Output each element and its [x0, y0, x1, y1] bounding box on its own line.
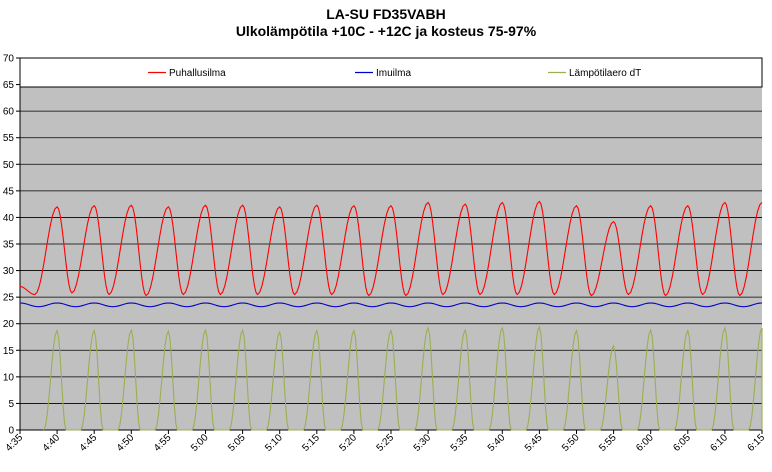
x-tick-label: 5:55 [597, 432, 619, 454]
x-tick-label: 5:10 [263, 432, 285, 454]
y-tick-label: 65 [3, 80, 15, 91]
y-tick-label: 5 [8, 399, 14, 410]
series-lines [19, 200, 763, 431]
x-tick-label: 6:10 [708, 432, 730, 454]
x-tick-label: 5:20 [337, 432, 359, 454]
x-tick-label: 4:45 [78, 432, 100, 454]
gridlines [20, 57, 762, 404]
legend-label: Puhallusilma [169, 68, 226, 79]
legend-label: Lämpötilaero dT [569, 68, 641, 79]
y-tick-label: 60 [3, 107, 15, 118]
x-tick-label: 5:30 [412, 432, 434, 454]
x-tick-label: 5:00 [189, 432, 211, 454]
x-tick-labels: 4:35 4:40 4:45 4:50 4:55 5:00 5:05 5:10 5:15 5:20… [4, 430, 768, 454]
y-tick-label: 55 [3, 133, 15, 144]
y-tick-label: 10 [3, 372, 15, 383]
series-line-imuilma [19, 302, 763, 308]
y-tick-label: 25 [3, 293, 15, 304]
x-tick-label: 6:15 [746, 432, 768, 454]
y-tick-label: 30 [3, 266, 15, 277]
series-line-lampotilaero-dt [43, 325, 763, 431]
x-tick-label: 4:55 [152, 432, 174, 454]
y-tick-label: 40 [3, 213, 15, 224]
x-tick-label: 5:25 [375, 432, 397, 454]
x-tick-label: 5:45 [523, 432, 545, 454]
y-tick-label: 15 [3, 346, 15, 357]
y-tick-label: 35 [3, 240, 15, 251]
series-line-puhallusilma [19, 200, 763, 297]
y-tick-label: 0 [8, 426, 14, 437]
y-tick-label: 70 [3, 54, 15, 65]
chart-title: LA-SU FD35VABH [326, 6, 446, 22]
y-tick-labels: 0 5 10 15 20 25 30 35 40 45 50 55 60 65 70 [3, 54, 20, 437]
x-tick-label: 5:40 [486, 432, 508, 454]
x-tick-label: 5:50 [560, 432, 582, 454]
x-tick-label: 6:05 [671, 432, 693, 454]
x-tick-label: 4:50 [115, 432, 137, 454]
y-tick-label: 20 [3, 319, 15, 330]
x-tick-label: 5:05 [226, 432, 248, 454]
legend: Puhallusilma Imuilma Lämpötilaero dT [19, 57, 763, 88]
x-tick-label: 4:40 [41, 432, 63, 454]
x-tick-label: 4:35 [4, 432, 26, 454]
x-tick-label: 6:00 [634, 432, 656, 454]
x-tick-label: 5:35 [449, 432, 471, 454]
legend-label: Imuilma [376, 68, 411, 79]
chart-title-block: LA-SU FD35VABH Ulkolämpötila +10C - +12C… [0, 6, 772, 40]
y-tick-label: 50 [3, 160, 15, 171]
legend-box [19, 57, 763, 88]
y-tick-label: 45 [3, 186, 15, 197]
x-tick-label: 5:15 [300, 432, 322, 454]
chart-subtitle: Ulkolämpötila +10C - +12C ja kosteus 75-… [235, 23, 537, 39]
